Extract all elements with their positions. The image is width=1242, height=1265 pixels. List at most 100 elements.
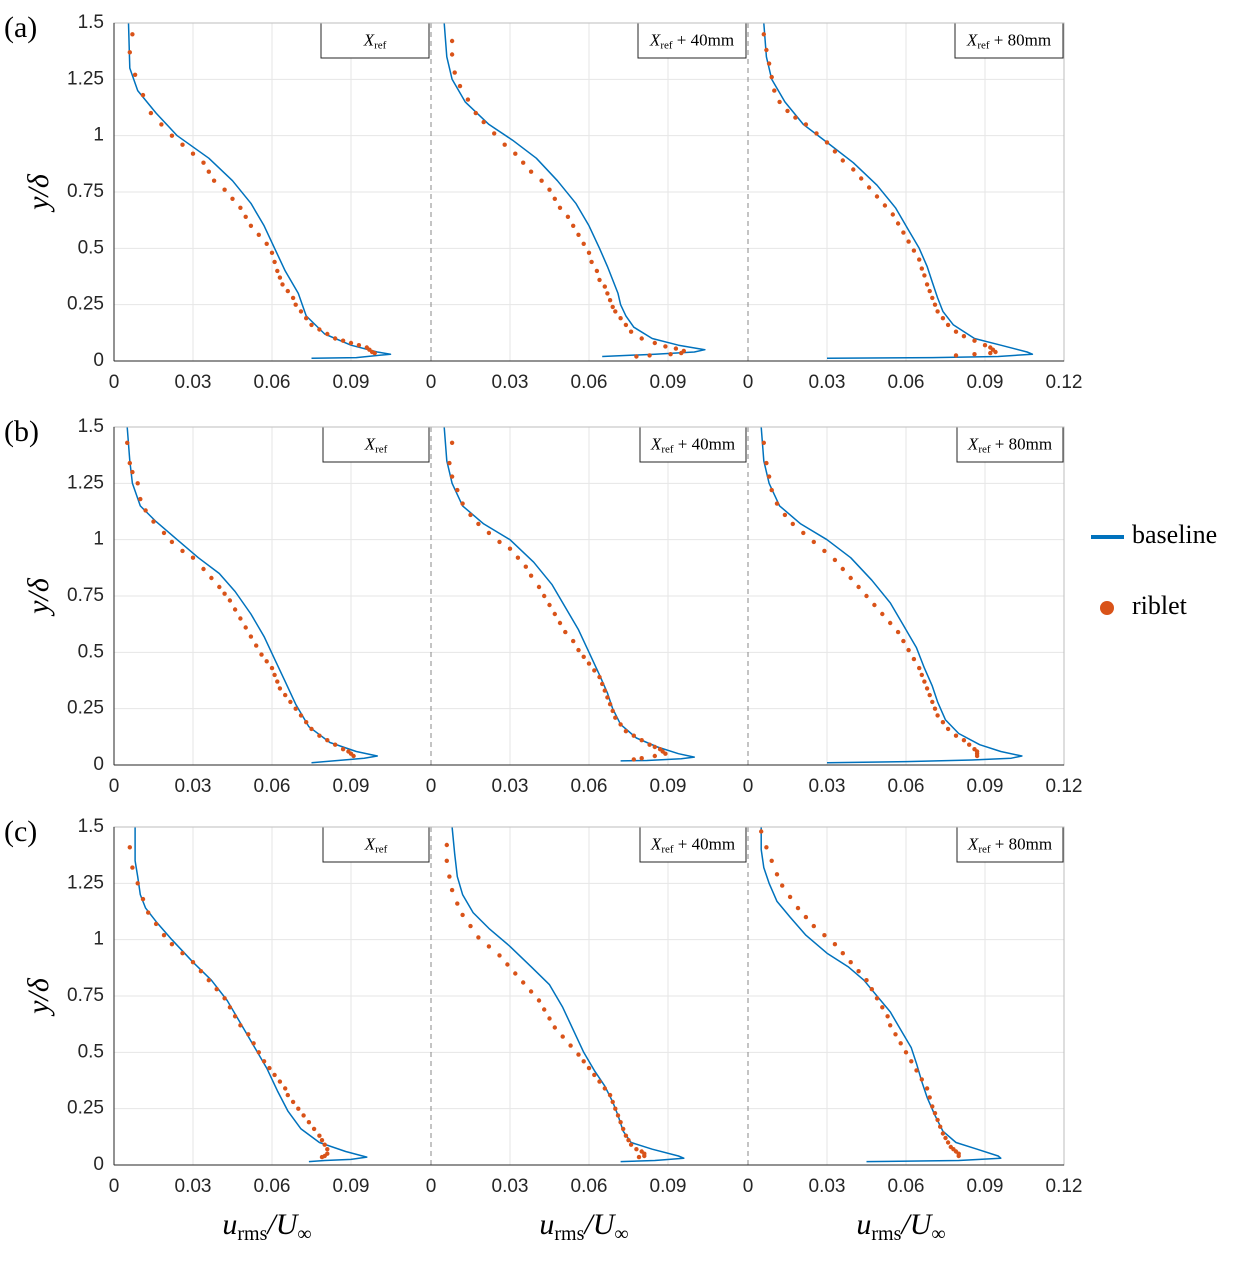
riblet-point bbox=[592, 1072, 597, 1078]
riblet-point bbox=[769, 74, 774, 80]
riblet-point bbox=[626, 1138, 631, 1143]
riblet-point bbox=[301, 1113, 306, 1118]
riblet-point bbox=[190, 555, 196, 560]
riblet-point bbox=[597, 277, 602, 283]
riblet-point bbox=[340, 338, 346, 343]
riblet-point bbox=[238, 1023, 243, 1028]
riblet-point bbox=[232, 607, 238, 612]
riblet-point bbox=[283, 1086, 288, 1091]
riblet-point bbox=[201, 566, 206, 572]
riblet-point bbox=[631, 757, 636, 762]
riblet-point bbox=[309, 322, 314, 328]
riblet-point bbox=[636, 1154, 642, 1160]
riblet-point bbox=[288, 699, 293, 705]
riblet-point bbox=[521, 980, 526, 985]
riblet-point bbox=[232, 1014, 238, 1019]
y-tick-label: 1.25 bbox=[67, 472, 104, 493]
panel-label: (a) bbox=[4, 11, 37, 44]
riblet-point bbox=[864, 978, 869, 983]
riblet-point bbox=[130, 469, 135, 475]
riblet-point bbox=[552, 1025, 557, 1030]
riblet-point bbox=[190, 960, 196, 965]
riblet-point bbox=[932, 1111, 938, 1116]
station-annotation-box bbox=[322, 426, 430, 463]
riblet-point bbox=[140, 92, 146, 98]
y-tick-label: 0.75 bbox=[67, 985, 104, 1006]
riblet-point bbox=[280, 282, 285, 287]
riblet-point bbox=[290, 1099, 296, 1105]
riblet-point bbox=[967, 742, 972, 747]
riblet-point bbox=[605, 695, 610, 700]
riblet-point bbox=[600, 681, 605, 687]
riblet-point bbox=[803, 914, 809, 920]
station-annotation: Xref + 80mm bbox=[967, 434, 1052, 455]
riblet-point bbox=[447, 460, 452, 466]
x-tick-label: 0.12 bbox=[1046, 372, 1083, 393]
riblet-point bbox=[248, 634, 254, 639]
riblet-point bbox=[953, 353, 959, 358]
riblet-point bbox=[536, 584, 542, 590]
riblet-point bbox=[576, 647, 581, 653]
y-tick-label: 0 bbox=[93, 1154, 104, 1175]
riblet-point bbox=[581, 241, 586, 246]
panel-b: (b) y/δ 0 0.25 0.5 0.75 1 1.25 1.5 0 0.03 0.06 0.09 X… bbox=[4, 415, 1082, 797]
riblet-point bbox=[927, 692, 932, 698]
riblet-point bbox=[547, 187, 552, 192]
baseline-series-line bbox=[443, 22, 706, 358]
station-annotation: Xref + 80mm bbox=[966, 30, 1051, 51]
x-tick-label: 0.06 bbox=[571, 372, 608, 393]
riblet-point bbox=[528, 989, 534, 994]
riblet-point bbox=[832, 149, 838, 154]
riblet-point bbox=[333, 742, 338, 747]
riblet-point bbox=[848, 960, 853, 965]
subplot-a-2: 0 0.03 0.06 0.09 Xref + 40mm bbox=[426, 22, 747, 393]
riblet-point bbox=[306, 1120, 312, 1125]
x-axis-label: urms/U∞ bbox=[539, 1208, 628, 1245]
y-tick-label: 0.75 bbox=[67, 585, 104, 606]
x-axis-label: urms/U∞ bbox=[222, 1208, 311, 1245]
x-tick-label: 0 bbox=[109, 1176, 120, 1197]
riblet-point bbox=[663, 344, 668, 349]
riblet-point bbox=[275, 268, 280, 274]
riblet-point bbox=[444, 858, 449, 863]
riblet-point bbox=[127, 50, 132, 55]
riblet-point bbox=[277, 275, 283, 280]
riblet-point bbox=[621, 1126, 626, 1132]
riblet-point bbox=[940, 1131, 946, 1136]
riblet-point bbox=[351, 753, 356, 759]
riblet-point bbox=[277, 686, 283, 691]
riblet-point bbox=[851, 167, 856, 172]
riblet-point bbox=[130, 32, 135, 37]
riblet-point bbox=[840, 158, 845, 163]
riblet-point bbox=[251, 1041, 256, 1046]
riblet-point bbox=[159, 122, 164, 127]
riblet-point bbox=[974, 753, 980, 759]
riblet-point bbox=[568, 1043, 573, 1048]
riblet-point bbox=[285, 1092, 290, 1098]
riblet-point bbox=[449, 52, 455, 57]
riblet-point bbox=[935, 309, 940, 314]
baseline-series-line bbox=[760, 827, 1002, 1163]
riblet-point bbox=[613, 1106, 618, 1111]
riblet-point bbox=[455, 901, 460, 906]
riblet-point bbox=[642, 1153, 647, 1159]
x-tick-label: 0.06 bbox=[254, 1176, 291, 1197]
riblet-point bbox=[639, 738, 644, 743]
riblet-point bbox=[563, 629, 568, 635]
riblet-point bbox=[623, 1133, 629, 1138]
riblet-point bbox=[766, 474, 772, 479]
riblet-point bbox=[528, 573, 534, 578]
riblet-point bbox=[607, 702, 613, 707]
riblet-point bbox=[922, 273, 927, 278]
y-tick-label: 0 bbox=[93, 350, 104, 371]
riblet-point bbox=[953, 329, 959, 334]
riblet-point bbox=[513, 971, 518, 976]
riblet-point bbox=[277, 1079, 283, 1084]
riblet-point bbox=[497, 539, 502, 545]
riblet-point bbox=[793, 115, 798, 120]
riblet-point bbox=[356, 343, 362, 348]
riblet-point bbox=[132, 72, 138, 78]
riblet-point bbox=[243, 214, 248, 219]
riblet-point bbox=[304, 720, 309, 725]
station-annotation: Xref bbox=[364, 434, 388, 455]
